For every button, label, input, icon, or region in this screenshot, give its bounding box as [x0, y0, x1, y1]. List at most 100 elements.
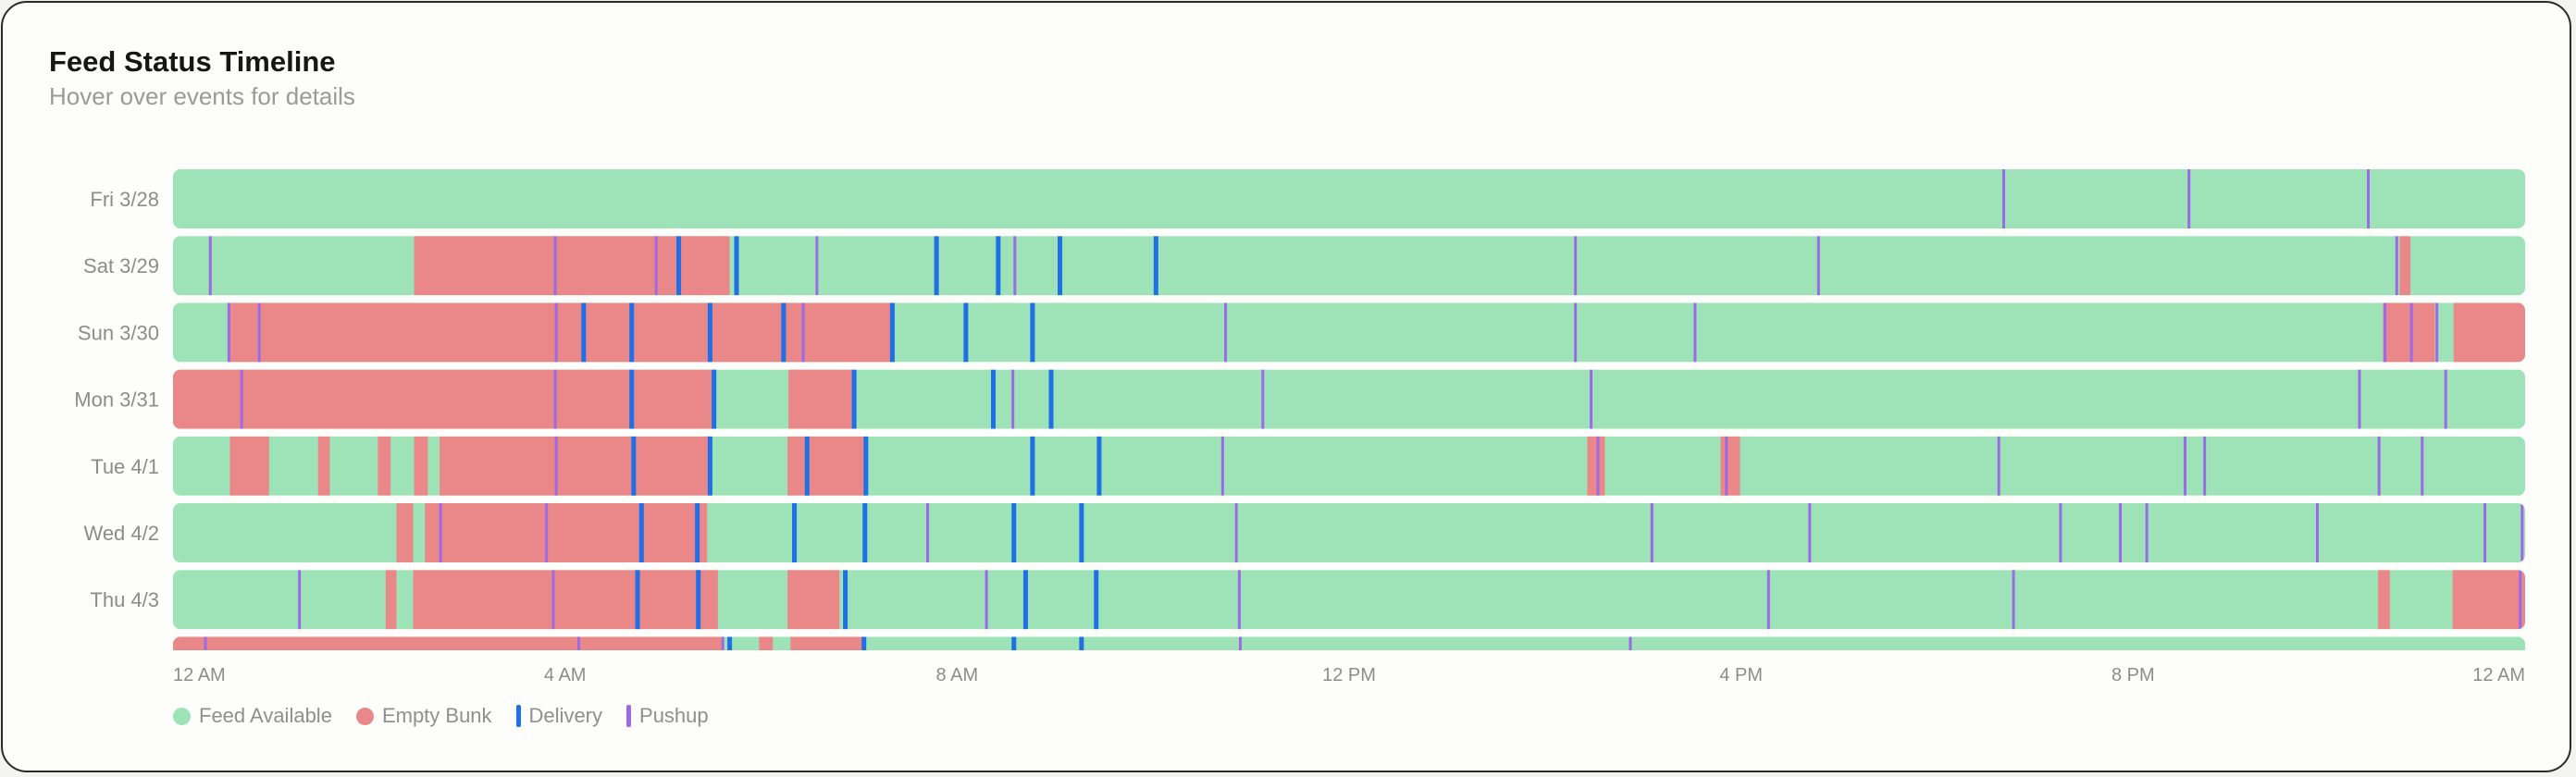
delivery-marker — [635, 570, 640, 630]
legend-label: Delivery — [528, 704, 603, 727]
delivery-marker — [934, 236, 939, 296]
pushup-marker — [985, 570, 988, 630]
row-bars — [173, 169, 2525, 228]
delivery-marker — [1096, 436, 1102, 496]
pushup-marker — [2409, 302, 2413, 363]
pushup-marker — [1234, 503, 1238, 562]
timeline-chart: Fri 3/28 Sat 3/29 Sun 3/30 Mon 3/31 Tue 4/1 W… — [74, 169, 2525, 685]
delivery-marker — [1079, 503, 1084, 562]
pushup-marker — [2002, 169, 2006, 228]
pushup-marker — [1808, 503, 1812, 562]
empty-bunk-segment — [173, 369, 716, 429]
pushup-marker — [2145, 503, 2149, 562]
delivery-marker — [804, 436, 810, 496]
delivery-marker — [676, 236, 682, 296]
pushup-marker — [1013, 236, 1017, 296]
legend-label: Empty Bunk — [381, 704, 492, 727]
row-label: Mon 3/31 — [74, 388, 159, 412]
x-tick-label: 12 PM — [1322, 665, 1376, 685]
delivery-marker — [1011, 503, 1017, 562]
delivery-marker — [1022, 570, 1028, 630]
pushup-marker — [1237, 570, 1241, 630]
pushup-marker — [2520, 503, 2524, 562]
pushup-marker — [1650, 503, 1653, 562]
pushup-marker — [1220, 436, 1224, 496]
pushup-marker — [2483, 503, 2487, 562]
rows-group: Fri 3/28 Sat 3/29 Sun 3/30 Mon 3/31 Tue 4/1 W… — [74, 169, 2525, 650]
legend: Feed Available Empty Bunk Delivery Pushup — [173, 704, 733, 728]
pushup-marker — [227, 302, 230, 363]
empty-bunk-segment — [396, 503, 414, 562]
empty-bunk-segment — [440, 436, 711, 496]
pushup-marker — [926, 503, 930, 562]
pushup-marker — [204, 636, 207, 650]
delivery-marker — [1030, 302, 1035, 363]
pushup-marker — [1011, 369, 1015, 429]
empty-bunk-segment — [378, 436, 391, 496]
delivery-marker — [712, 369, 717, 429]
row-bars — [173, 302, 2525, 363]
pushup-marker — [2367, 169, 2371, 228]
x-tick-label: 12 AM — [2472, 665, 2525, 685]
row-bars — [173, 436, 2525, 496]
empty-bunk-segment — [173, 636, 724, 650]
pushup-marker — [2187, 169, 2191, 228]
empty-bunk-segment — [1587, 436, 1605, 496]
pushup-marker — [654, 236, 658, 296]
empty-bunk-segment — [1720, 436, 1740, 496]
empty-bunk-segment — [2452, 570, 2525, 630]
pushup-marker — [1693, 302, 1697, 363]
chart-title: Feed Status Timeline — [49, 45, 336, 78]
pushup-marker — [240, 369, 243, 429]
pushup-marker — [1596, 436, 1600, 496]
pushup-marker — [1224, 302, 1228, 363]
delivery-marker — [581, 302, 587, 363]
delivery-marker — [996, 236, 1001, 296]
chart-subtitle: Hover over events for details — [49, 82, 355, 110]
pushup-marker — [576, 636, 580, 650]
pushup-marker — [815, 236, 819, 296]
empty-bunk-segment — [228, 302, 893, 363]
empty-bunk-segment — [413, 570, 718, 630]
row-bars — [173, 503, 2525, 562]
feed-available-bar — [173, 169, 2525, 228]
delivery-marker — [1153, 236, 1158, 296]
pushup-marker — [2059, 503, 2062, 562]
empty-bunk-segment — [790, 636, 866, 650]
pushup-marker — [553, 236, 557, 296]
delivery-marker — [1079, 636, 1084, 650]
empty-bunk-segment — [385, 570, 397, 630]
empty-bunk-segment — [414, 236, 730, 296]
pushup-marker — [2315, 503, 2319, 562]
pushup-marker — [2519, 570, 2522, 630]
delivery-marker — [843, 570, 848, 630]
delivery-marker — [629, 302, 635, 363]
timeline-row: Wed 4/2 — [83, 503, 2525, 562]
legend-swatch — [173, 707, 191, 725]
empty-bunk-segment — [2378, 570, 2390, 630]
pushup-marker — [1725, 436, 1728, 496]
delivery-marker — [1058, 236, 1063, 296]
pushup-marker — [1238, 636, 1242, 650]
row-bars — [173, 236, 2525, 296]
pushup-marker — [554, 436, 558, 496]
delivery-marker — [851, 369, 857, 429]
pushup-marker — [1574, 236, 1578, 296]
pushup-marker — [2358, 369, 2361, 429]
pushup-marker — [721, 636, 724, 650]
pushup-marker — [298, 570, 302, 630]
delivery-marker — [695, 503, 700, 562]
delivery-marker — [1030, 436, 1035, 496]
legend-label: Feed Available — [199, 704, 332, 727]
pushup-marker — [801, 302, 805, 363]
pushup-marker — [208, 236, 212, 296]
delivery-marker — [781, 302, 786, 363]
delivery-marker — [696, 570, 701, 630]
timeline-row: Sun 3/30 — [78, 302, 2525, 363]
timeline-row: Tue 4/1 — [91, 436, 2525, 496]
delivery-marker — [734, 236, 739, 296]
timeline-row — [173, 636, 2525, 650]
row-label: Sun 3/30 — [78, 321, 159, 344]
empty-bunk-segment — [759, 636, 774, 650]
empty-bunk-segment — [788, 369, 855, 429]
